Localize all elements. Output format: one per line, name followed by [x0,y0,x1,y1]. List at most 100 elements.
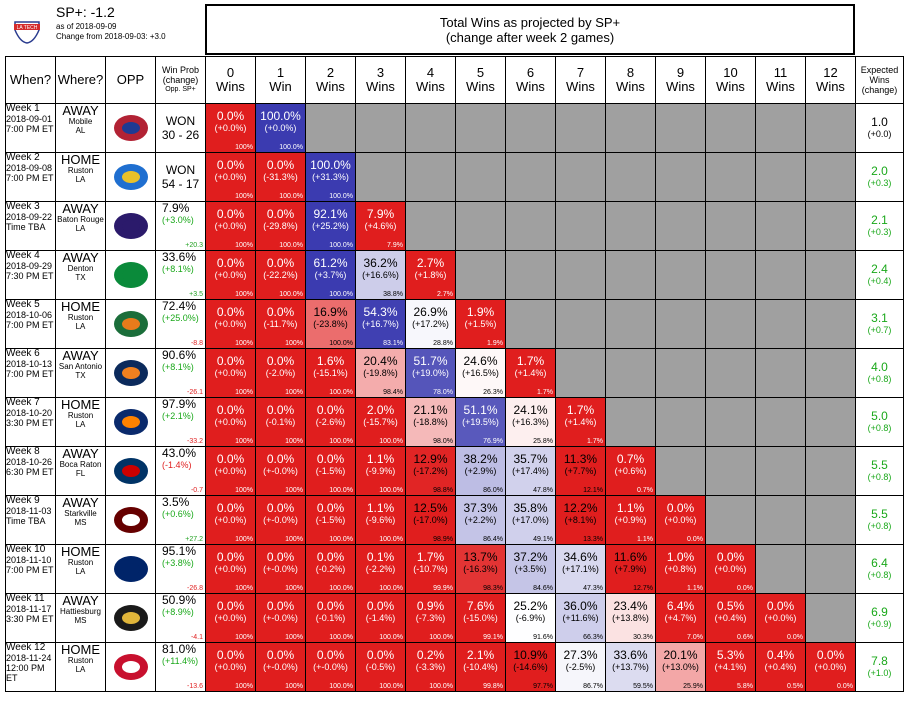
empty-bin [555,103,606,153]
bin-cumulative: 25.8% [533,438,553,445]
week-label: Week 1 [6,103,40,114]
southern-miss-logo-icon [113,605,148,631]
bin-cumulative: 100% [285,487,303,494]
bin-cumulative: 100% [235,291,253,298]
bin-value: 0.0% [766,599,795,613]
bin-value: 0.0% [316,403,345,417]
win-prob-bin: 10.9% (-14.6%) 97.7% [505,642,556,692]
bin-cumulative: 100% [235,536,253,543]
col-wins-7: 7 Wins [555,56,606,104]
bin-cumulative: 100% [235,193,253,200]
expected-change: (+0.9) [867,619,892,629]
bin-value: 0.0% [316,452,345,466]
win-prob: 3.5% [162,495,190,509]
expected-wins-cell: 6.9 (+0.9) [855,593,904,643]
bin-value: 0.0% [366,648,395,662]
opp-sp-rating: +20.3 [185,242,203,249]
bin-value: 100.0% [310,158,351,172]
win-prob-change: (+2.1%) [162,411,194,421]
bin-value: 100.0% [260,109,301,123]
bin-value: 0.0% [316,648,345,662]
table-row: Week 3 2018-09-22 Time TBA AWAY Baton Rouge L… [5,201,904,251]
bin-cumulative: 84.6% [533,585,553,592]
empty-bin [505,299,556,349]
bin-value: 0.0% [316,599,345,613]
win-prob: 97.9% [162,397,197,411]
bin-change: (+1.4%) [564,417,597,427]
empty-bin [755,495,806,545]
expected-wins-cell: 5.0 (+0.8) [855,397,904,447]
win-prob-bin: 0.0% (+-0.0%) 100% [255,593,306,643]
bin-change: (+7.7%) [564,466,597,476]
opp-sp-rating: +3.5 [189,291,203,298]
state: TX [75,371,86,380]
bin-cumulative: 100% [285,585,303,592]
win-prob-cell: 81.0% (+11.4%) -13.6 [155,642,206,692]
empty-bin [655,348,706,398]
empty-bin [705,250,756,300]
empty-bin [755,544,806,594]
bin-change: (-16.3%) [463,564,498,574]
when-cell: Week 7 2018-10-20 3:30 PM ET [5,397,56,447]
bin-cumulative: 100% [285,438,303,445]
empty-bin [505,103,556,153]
opp-sp-rating: -0.7 [190,487,203,494]
win-prob-bin: 37.2% (+3.5%) 84.6% [505,544,556,594]
bin-value: 54.3% [363,305,398,319]
bin-value: 36.2% [363,256,398,270]
bin-value: 1.1% [366,452,395,466]
bin-value: 23.4% [613,599,648,613]
win-prob-bin: 0.7% (+0.6%) 0.7% [605,446,656,496]
win-prob-bin: 16.9% (-23.8%) 100.0% [305,299,356,349]
opponent-cell [105,299,156,349]
bin-value: 1.7% [566,403,595,417]
when-cell: Week 2 2018-09-08 7:00 PM ET [5,152,56,202]
bin-cumulative: 100% [235,683,253,690]
location-type: AWAY [62,103,99,118]
empty-bin [805,446,856,496]
bin-change: (+19.5%) [462,417,499,427]
game-time: 7:30 PM ET [6,271,54,281]
bin-change: (-2.2%) [365,564,396,574]
expected-change: (+0.8) [867,570,892,580]
bin-value: 0.0% [366,599,395,613]
bin-cumulative: 12.1% [583,487,603,494]
bin-cumulative: 0.6% [737,634,753,641]
win-prob-bin: 54.3% (+16.7%) 83.1% [355,299,406,349]
result-cell: WON 54 - 17 [155,152,206,202]
city: Baton Rouge [57,215,104,224]
bin-value: 0.4% [766,648,795,662]
state: MS [74,518,87,527]
bin-value: 0.0% [216,648,245,662]
col-wins-0: 0 Wins [205,56,256,104]
bin-value: 37.3% [463,501,498,515]
win-prob-bin: 51.7% (+19.0%) 78.0% [405,348,456,398]
location-type: AWAY [62,250,99,265]
empty-bin [555,152,606,202]
empty-bin [605,152,656,202]
bin-change: (+17.2%) [412,319,449,329]
bin-cumulative: 100.0% [379,634,403,641]
where-cell: AWAY Baton Rouge LA [55,201,106,251]
empty-bin [405,201,456,251]
bin-value: 92.1% [313,207,348,221]
win-prob-bin: 0.0% (+0.0%) 0.0% [755,593,806,643]
bin-value: 0.0% [266,599,295,613]
bin-change: (+31.3%) [312,172,349,182]
opp-sp-rating: -26.1 [187,389,203,396]
bin-cumulative: 100.0% [279,242,303,249]
state: MS [74,616,87,625]
expected-wins-cell: 5.5 (+0.8) [855,495,904,545]
bin-change: (+0.8%) [664,564,697,574]
when-cell: Week 4 2018-09-29 7:30 PM ET [5,250,56,300]
bin-cumulative: 100.0% [379,487,403,494]
opponent-cell [105,544,156,594]
opp-sp-rating: +27.2 [185,536,203,543]
bin-change: (-14.6%) [513,662,548,672]
bin-change: (+0.0%) [214,466,247,476]
location-type: HOME [61,299,100,314]
city: Ruston [67,558,94,567]
bin-value: 0.0% [666,501,695,515]
bin-change: (-11.7%) [263,319,298,329]
bin-change: (+3.7%) [314,270,347,280]
